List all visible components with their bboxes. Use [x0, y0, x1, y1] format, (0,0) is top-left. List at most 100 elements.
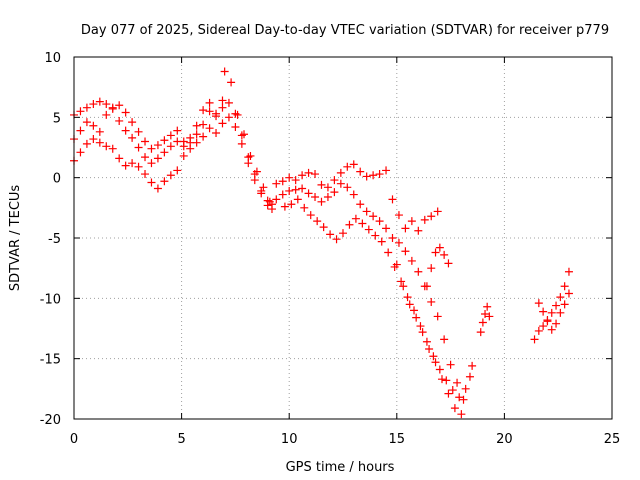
- data-point: [478, 318, 487, 327]
- data-point: [147, 178, 156, 187]
- data-point: [556, 293, 565, 302]
- data-point: [427, 297, 436, 306]
- data-point: [166, 142, 175, 151]
- data-point: [95, 138, 104, 147]
- data-point: [257, 189, 266, 198]
- y-axis-title: SDTVAR / TECUs: [8, 185, 23, 292]
- data-point: [199, 106, 208, 115]
- data-point: [414, 226, 423, 235]
- data-point: [330, 188, 339, 197]
- data-point: [450, 404, 459, 413]
- data-point: [121, 161, 130, 170]
- data-point: [192, 121, 201, 130]
- data-point: [166, 171, 175, 180]
- data-point: [285, 173, 294, 182]
- data-point: [382, 224, 391, 233]
- axes: 0 5 10 15 20 25 -20 -15 -10 -5 0 5 10: [40, 51, 621, 447]
- data-point: [89, 121, 98, 130]
- data-point: [425, 345, 434, 354]
- data-point: [227, 78, 236, 87]
- data-point: [192, 130, 201, 139]
- series-4-points: [272, 160, 442, 235]
- series-2-points: [70, 98, 276, 214]
- data-point: [431, 248, 440, 257]
- data-point: [95, 97, 104, 106]
- y-tick-label: -15: [40, 353, 61, 368]
- x-axis-title: GPS time / hours: [286, 460, 395, 475]
- data-point: [173, 137, 182, 146]
- data-point: [427, 212, 436, 221]
- data-point: [173, 166, 182, 175]
- data-point: [530, 335, 539, 344]
- data-point: [556, 308, 565, 317]
- data-point: [218, 96, 227, 105]
- data-point: [128, 159, 137, 168]
- series-8-points: [422, 243, 453, 291]
- data-point: [237, 131, 246, 140]
- data-point: [89, 100, 98, 109]
- data-point: [153, 141, 162, 150]
- data-point: [437, 375, 446, 384]
- y-tick-label: 5: [53, 111, 61, 126]
- data-point: [356, 200, 365, 209]
- data-point: [422, 337, 431, 346]
- data-point: [218, 119, 227, 128]
- data-point: [95, 127, 104, 136]
- data-point: [153, 154, 162, 163]
- data-point: [455, 393, 464, 402]
- data-point: [82, 103, 91, 112]
- data-point: [179, 142, 188, 151]
- data-point: [552, 319, 561, 328]
- grid-lines: [74, 57, 612, 419]
- data-point: [410, 306, 419, 315]
- data-point: [388, 195, 397, 204]
- data-point: [298, 184, 307, 193]
- data-point: [250, 176, 259, 185]
- data-point: [388, 234, 397, 242]
- data-point: [394, 238, 403, 247]
- data-point: [134, 162, 143, 171]
- series-5-points: [272, 179, 474, 404]
- x-tick-label: 5: [177, 432, 185, 447]
- data-point: [351, 214, 360, 223]
- data-point: [317, 197, 326, 206]
- data-point: [300, 203, 309, 212]
- y-tick-label: -10: [40, 292, 61, 307]
- data-point: [369, 212, 378, 221]
- data-point: [192, 138, 201, 147]
- y-tick-label: 0: [53, 172, 61, 187]
- data-point: [179, 151, 188, 160]
- data-point: [407, 256, 416, 265]
- data-point: [218, 103, 227, 112]
- data-point: [448, 386, 457, 395]
- data-point: [141, 153, 150, 162]
- data-point: [560, 282, 569, 291]
- data-point: [399, 282, 408, 291]
- chart-title: Day 077 of 2025, Sidereal Day-to-day VTE…: [81, 23, 609, 38]
- data-point: [205, 98, 214, 107]
- data-point: [401, 224, 410, 233]
- data-point: [263, 196, 272, 205]
- data-point: [311, 192, 320, 201]
- data-point: [220, 67, 229, 76]
- data-point: [534, 326, 543, 335]
- data-point: [349, 160, 358, 169]
- data-point: [336, 168, 345, 177]
- data-point: [403, 293, 412, 302]
- data-point: [364, 225, 373, 234]
- data-point: [89, 135, 98, 144]
- data-point: [369, 171, 378, 180]
- series-7-points: [392, 260, 466, 419]
- data-point: [416, 322, 425, 331]
- data-point: [244, 159, 253, 168]
- data-point: [240, 130, 249, 139]
- data-point: [108, 104, 117, 113]
- data-point: [330, 176, 339, 185]
- data-point: [199, 120, 208, 129]
- data-point: [272, 179, 281, 188]
- data-point: [82, 139, 91, 148]
- data-point: [128, 133, 137, 142]
- data-point: [311, 170, 320, 179]
- data-point: [384, 248, 393, 257]
